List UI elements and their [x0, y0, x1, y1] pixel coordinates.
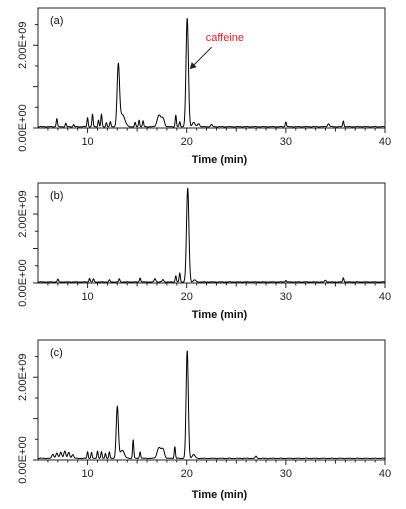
x-tick-label: 30: [280, 136, 292, 148]
y-tick-label: 0.00E+00: [17, 436, 29, 483]
caffeine-annotation: caffeine: [206, 32, 244, 44]
y-tick-label: 2.00E+09: [17, 22, 29, 69]
x-tick-label: 20: [181, 468, 193, 480]
panel-label: (a): [50, 15, 63, 27]
annotation-arrow-line: [194, 47, 212, 65]
y-tick-label: 0.00E+00: [17, 104, 29, 151]
x-axis-label: Time (min): [192, 154, 248, 166]
panel-label: (c): [50, 347, 63, 359]
plot-frame: [38, 8, 385, 128]
x-tick-label: 30: [280, 291, 292, 303]
x-tick-label: 40: [379, 136, 391, 148]
x-tick-label: 40: [379, 291, 391, 303]
plot-frame: [38, 340, 385, 460]
chart-panel-1: (a) 10 20 30 40 0.00E+00 2.00E+09 Time (min) caf…: [17, 8, 391, 166]
y-tick-label: 2.00E+09: [17, 190, 29, 237]
x-tick-label: 10: [81, 136, 93, 148]
x-tick-label: 20: [181, 136, 193, 148]
chart-panel-3: (c) 10 20 30 40 0.00E+00 2.00E+09 Time (min): [17, 340, 391, 501]
x-tick-label: 40: [379, 468, 391, 480]
x-axis-label: Time (min): [192, 489, 248, 501]
panel-label: (b): [50, 190, 63, 202]
chromatogram-trace: [38, 351, 385, 459]
y-tick-label: 0.00E+00: [17, 259, 29, 306]
x-axis-label: Time (min): [192, 309, 248, 321]
chromatogram-trace: [38, 188, 385, 282]
plot-frame: [38, 183, 385, 283]
chart-panel-2: (b) 10 20 30 40 0.00E+00 2.00E+09 Time (min): [17, 183, 391, 321]
y-tick-label: 2.00E+09: [17, 354, 29, 401]
x-tick-label: 30: [280, 468, 292, 480]
x-tick-label: 20: [181, 291, 193, 303]
x-tick-label: 10: [81, 468, 93, 480]
x-tick-label: 10: [81, 291, 93, 303]
